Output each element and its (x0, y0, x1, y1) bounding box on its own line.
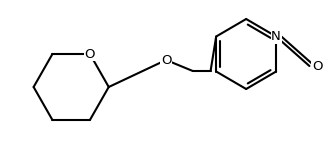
Text: N: N (271, 30, 281, 43)
Text: O: O (161, 53, 171, 66)
Text: O: O (312, 59, 323, 73)
Text: O: O (85, 48, 95, 61)
